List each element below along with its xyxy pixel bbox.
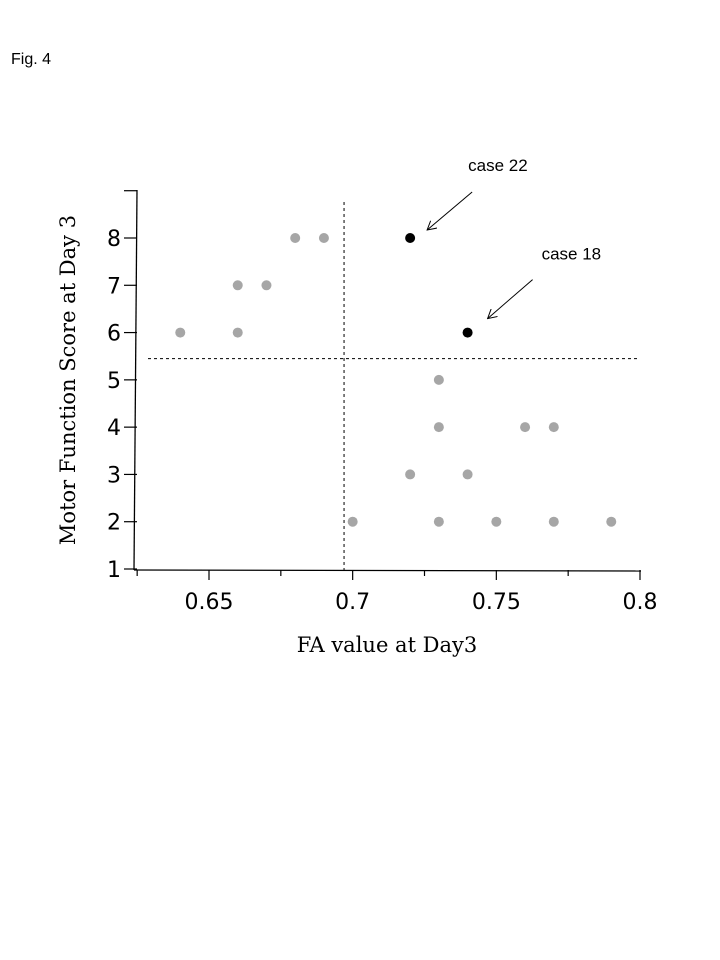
- y-tick-label: 2: [107, 511, 121, 536]
- data-point: [405, 469, 416, 480]
- data-point: [462, 469, 473, 480]
- data-point: [175, 327, 186, 338]
- data-point: [318, 233, 329, 243]
- data-point: [290, 233, 301, 243]
- data-point: [433, 374, 444, 385]
- y-tick-label: 6: [107, 322, 121, 347]
- annotation-label: case 22: [468, 156, 528, 175]
- x-tick-label: 0.8: [623, 590, 658, 615]
- annotations: case 22 case 18: [427, 156, 601, 319]
- y-tick-label: 5: [107, 369, 121, 394]
- annotation-arrow: [427, 191, 473, 230]
- data-point: [548, 422, 559, 433]
- data-point: [232, 280, 243, 291]
- data-points: [175, 233, 617, 527]
- x-tick-label: 0.7: [335, 590, 370, 615]
- data-point: [606, 516, 617, 527]
- x-tick-label: 0.65: [185, 590, 234, 615]
- data-point: [491, 516, 502, 527]
- x-tick-label: 0.75: [472, 590, 521, 615]
- data-point: [548, 516, 559, 527]
- data-point: [433, 422, 444, 433]
- axes: 1 2 3 4 5 6 7 8 0.65 0.7 0.75 0.8: [107, 189, 658, 615]
- data-point: [347, 516, 358, 527]
- data-point: [261, 280, 272, 291]
- data-point: [232, 327, 243, 338]
- y-tick-label: 3: [107, 463, 121, 488]
- data-point: [433, 516, 444, 527]
- highlighted-data-point: [462, 327, 473, 338]
- y-tick-label: 4: [107, 416, 121, 441]
- highlighted-data-point: [405, 233, 416, 243]
- threshold-lines: [148, 202, 640, 570]
- y-tick-label: 7: [107, 274, 121, 299]
- annotation-label: case 18: [542, 245, 602, 264]
- data-point: [520, 422, 531, 433]
- y-tick-label: 1: [107, 558, 121, 583]
- y-tick-label: 8: [107, 227, 121, 252]
- y-axis-title: Motor Function Score at Day 3: [56, 215, 80, 545]
- figure-label: Fig. 4: [11, 51, 52, 68]
- x-axis-title: FA value at Day3: [297, 633, 478, 657]
- annotation-arrow: [488, 279, 533, 319]
- x-axis-line: [133, 569, 642, 572]
